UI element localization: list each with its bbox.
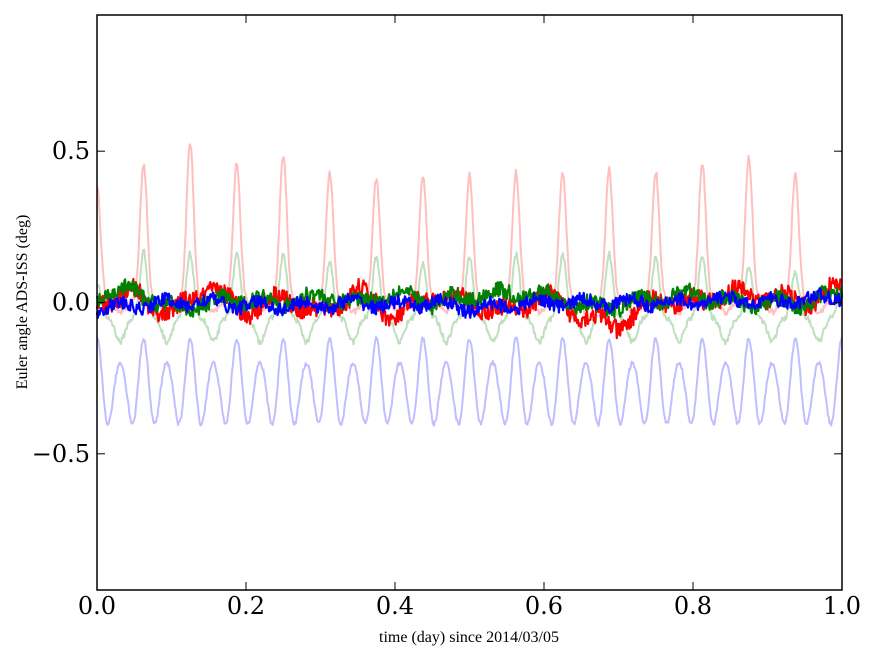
x-tick-label-2: 0.4: [376, 592, 414, 620]
series-line-1: [96, 248, 843, 346]
x-tick-label-4: 0.8: [674, 592, 712, 620]
series-layer: [95, 143, 844, 427]
x-tick-label-1: 0.2: [227, 592, 265, 620]
y-tick-label-0: 0.5: [52, 137, 90, 165]
x-tick-label-5: 1.0: [823, 592, 861, 620]
x-tick-label-3: 0.6: [525, 592, 563, 620]
series-line-2: [96, 336, 843, 427]
y-tick-label-1: 0.0: [52, 289, 90, 317]
y-tick-label-2: −0.5: [32, 440, 90, 468]
ticks-layer: 0.0 0.2 0.4 0.6 0.8 1.0 0.5 0.0 −0.5: [32, 15, 861, 620]
x-axis-label: time (day) since 2014/03/05: [379, 629, 559, 646]
series-line-5: [95, 287, 844, 319]
y-axis-label: Euler angle ADS-ISS (deg): [14, 215, 31, 390]
x-tick-label-0: 0.0: [78, 592, 116, 620]
